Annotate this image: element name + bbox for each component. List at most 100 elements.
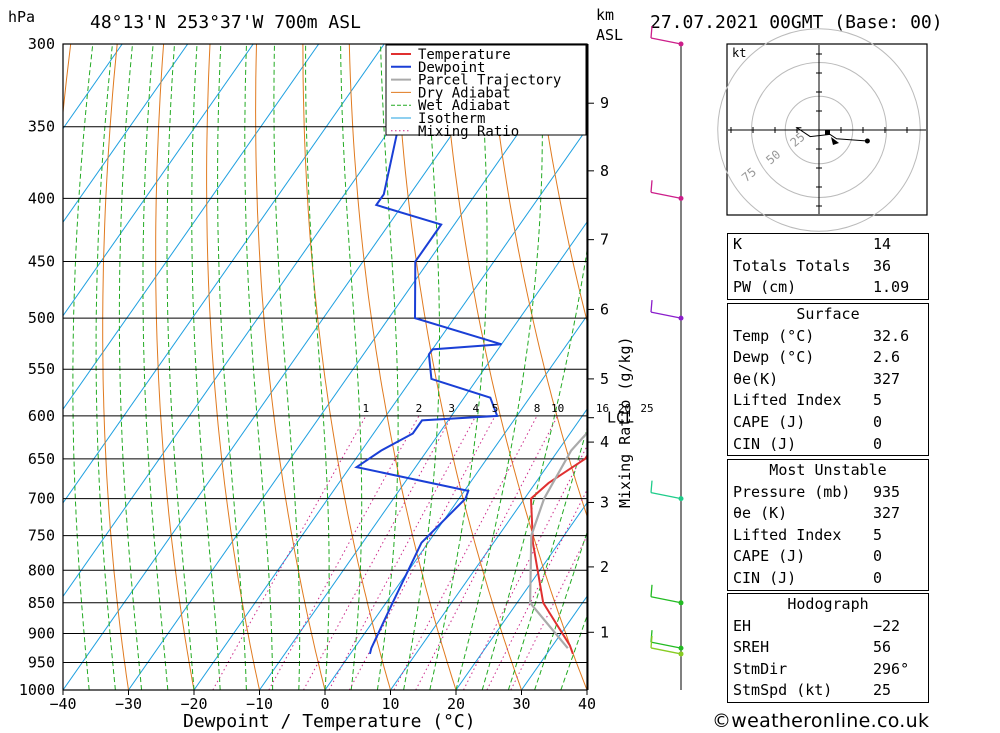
wind-barb-shaft (650, 647, 682, 655)
table-row: K 14 (728, 234, 928, 256)
pressure-tick-label: 350 (28, 118, 55, 136)
table-row: Totals Totals 36 (728, 256, 928, 278)
dry-adiabat-line (953, 44, 1000, 690)
km-tick-label: 1 (600, 623, 609, 641)
wet-adiabat-line (118, 44, 143, 690)
row-key: Pressure (mb) (733, 482, 851, 501)
isotherm-line (63, 44, 189, 224)
km-tick-label: 7 (600, 231, 609, 249)
wind-barb-shaft (650, 311, 682, 319)
wind-barb-flag (650, 25, 653, 39)
datetime-title: 27.07.2021 00GMT (Base: 00) (650, 12, 943, 33)
mixing-ratio-line (415, 415, 559, 690)
mixing-ratio-line (328, 415, 477, 690)
row-value: 327 (873, 504, 901, 523)
wind-barb-shaft (650, 596, 682, 604)
wind-barbs (650, 25, 684, 657)
pressure-tick-label: 1000 (19, 681, 55, 699)
copyright-footer[interactable]: ©weatheronline.co.uk (712, 710, 930, 732)
isotherm-line (63, 44, 385, 504)
table-row: SREH 56 (728, 637, 928, 659)
hpa-unit-label: hPa (8, 8, 35, 26)
wet-adiabat-line (166, 44, 195, 690)
mixing-ratio-axis-label: Mixing Ratio (g/kg) (616, 336, 634, 508)
mixing-ratio-value-label: 1 (363, 402, 370, 415)
row-key: Temp (°C) (733, 326, 815, 345)
table-row: CIN (J) 0 (728, 434, 928, 456)
row-key: Dewp (°C) (733, 348, 815, 367)
location-title: 48°13'N 253°37'W 700m ASL (90, 12, 361, 33)
mixing-ratio-line (393, 415, 538, 690)
legend-entry-label: Dry Adiabat (418, 85, 511, 101)
row-key: StmSpd (kt) (733, 681, 833, 700)
row-key: SREH (733, 638, 770, 657)
hodograph-unit: kt (732, 46, 746, 60)
pressure-tick-label: 650 (28, 450, 55, 468)
wet-adiabat-line (507, 426, 587, 690)
row-value: 32.6 (873, 326, 910, 345)
wind-barb-flag (650, 635, 653, 648)
x-tick-label: −40 (49, 695, 76, 713)
legend-entry-label: Dewpoint (418, 60, 485, 76)
row-value: 14 (873, 235, 892, 253)
wet-adiabat-line (244, 44, 274, 690)
plot-frame (62, 43, 588, 691)
isotherm-line (63, 44, 451, 598)
x-tick-label: 10 (381, 695, 399, 713)
pressure-tick-label: 950 (28, 653, 55, 671)
legend-entry-label: Temperature (418, 47, 511, 63)
km-tick-label: 5 (600, 370, 609, 388)
table-row: Lifted Index 5 (728, 525, 928, 547)
row-value: 0 (873, 412, 883, 431)
table-row: θe (K) 327 (728, 503, 928, 525)
table-row: θe(K) 327 (728, 369, 928, 391)
row-key: Lifted Index (733, 391, 842, 410)
pressure-tick-label: 500 (28, 309, 55, 327)
km-tick-label: 8 (600, 162, 609, 180)
isotherm-line (324, 314, 587, 690)
table-row: Pressure (mb) 935 (728, 482, 928, 504)
row-value: 25 (873, 681, 892, 700)
row-value: 1.09 (873, 278, 910, 297)
wet-adiabat-line (72, 44, 94, 690)
wind-barb-shaft (650, 37, 682, 45)
km-tick-label: 6 (600, 300, 609, 318)
pressure-isobars (63, 43, 587, 691)
most-unstable-table: Most Unstable Pressure (mb) 935 θe (K) 327 L… (727, 459, 929, 591)
x-tick-label: 30 (512, 695, 530, 713)
row-key: θe (K) (733, 504, 788, 523)
mixing-ratio-value-label: 10 (551, 402, 564, 415)
km-axis: 1 2 3 4 5 6 7 8 9 LCL (588, 94, 634, 641)
row-value: 296° (873, 659, 910, 678)
x-tick-label: −20 (180, 695, 207, 713)
table-row: PW (cm) 1.09 (728, 277, 928, 299)
row-key: Lifted Index (733, 525, 842, 544)
mixing-ratio-value-label: 16 (596, 402, 609, 415)
mixing-ratio-value-label: 2 (416, 402, 423, 415)
table-row: Dewp (°C) 2.6 (728, 347, 928, 369)
pressure-tick-label: 400 (28, 189, 55, 207)
table-row: CAPE (J) 0 (728, 546, 928, 568)
axes: 3003504004505005506006507007508008509009… (19, 35, 596, 713)
hodograph-surface-marker (825, 130, 830, 135)
legend-entry-label: Mixing Ratio (418, 124, 519, 140)
pressure-tick-label: 300 (28, 35, 55, 53)
isotherm-line (128, 44, 582, 690)
pressure-tick-label: 550 (28, 360, 55, 378)
table-row: Temp (°C) 32.6 (728, 326, 928, 348)
legend-entry-label: Wet Adiabat (418, 98, 511, 114)
table-row: Lifted Index 5 (728, 390, 928, 412)
km-tick-label: 2 (600, 558, 609, 576)
wind-barb-flag (650, 300, 653, 313)
dry-adiabat-line (255, 44, 326, 690)
table-row: StmDir 296° (728, 659, 928, 681)
wet-adiabat-line (455, 44, 543, 690)
mixing-ratio-value-label: 3 (448, 402, 455, 415)
row-key: StmDir (733, 659, 788, 678)
dry-adiabat-line (206, 44, 260, 690)
dry-adiabat-line (155, 44, 195, 690)
x-axis-label: Dewpoint / Temperature (°C) (183, 711, 476, 732)
dry-adiabat-line (534, 44, 587, 323)
isotherm-line (390, 408, 587, 690)
